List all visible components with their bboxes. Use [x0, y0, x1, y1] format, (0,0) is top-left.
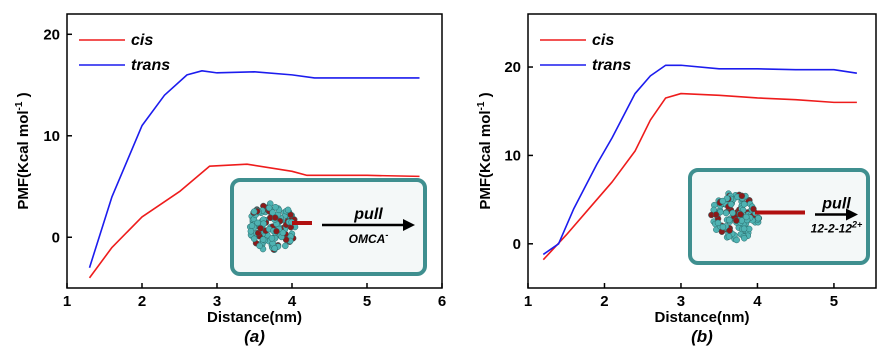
molecule-atom — [725, 233, 733, 240]
y-label-main: PMF(Kcal mol — [15, 110, 32, 209]
molecule-atom — [282, 242, 289, 250]
molecule-atom — [719, 197, 726, 205]
y-tick-label: 10 — [43, 128, 60, 145]
y-axis-label: PMF(Kcal mol-1 ) — [14, 92, 32, 209]
x-axis-label: Distance(nm) — [654, 309, 749, 326]
legend-label: trans — [592, 57, 631, 74]
series-line — [542, 64, 858, 256]
y-label-main: PMF(Kcal mol — [477, 110, 494, 209]
molecule-atom — [725, 216, 733, 224]
molecule-atom — [733, 236, 740, 244]
molecule-atom — [722, 209, 730, 217]
y-label-end: ) — [15, 92, 32, 101]
inset-label-main: 12-2-12 — [811, 222, 853, 236]
series-line — [88, 70, 420, 268]
plot-frame — [66, 13, 443, 289]
legend-label: cis — [592, 32, 614, 49]
molecule-atom — [268, 235, 276, 242]
molecule-atom — [273, 228, 280, 235]
molecule-atom — [726, 227, 733, 234]
y-tick-label: 0 — [52, 229, 60, 246]
x-tick-label: 4 — [753, 293, 762, 310]
molecule-atom — [254, 219, 261, 227]
plot-frame — [527, 13, 877, 289]
x-tick-label: 6 — [438, 293, 446, 310]
x-tick-label: 1 — [63, 293, 71, 310]
molecule-atom — [248, 222, 256, 229]
y-tick-label: 0 — [513, 236, 521, 253]
molecule-atom — [257, 225, 264, 232]
molecule-atom — [256, 242, 263, 250]
molecule-atom — [265, 204, 273, 212]
molecule-atom — [733, 217, 740, 224]
molecule-atom — [755, 214, 762, 222]
molecule-atom — [250, 235, 258, 243]
molecule-atom — [742, 213, 750, 221]
legend-label: trans — [131, 57, 170, 74]
y-tick-label: 20 — [43, 26, 60, 43]
molecule-atom — [737, 211, 744, 218]
caption: (b) — [691, 327, 713, 346]
x-tick-label: 4 — [288, 293, 297, 310]
molecule-atom — [284, 206, 292, 214]
molecule-atom — [714, 219, 722, 227]
y-label-sup: -1 — [476, 101, 487, 110]
y-label-sup: -1 — [14, 101, 25, 110]
molecule-atom — [712, 211, 720, 218]
inset-label: 12-2-122+ — [811, 220, 863, 236]
inset-label-sup: - — [385, 230, 388, 240]
molecule-atom — [719, 223, 727, 231]
x-tick-label: 1 — [524, 293, 532, 310]
y-tick-label: 10 — [504, 147, 521, 164]
series-line — [542, 92, 857, 261]
molecule-atom — [740, 201, 748, 208]
x-tick-label: 2 — [138, 293, 146, 310]
molecule-atom — [250, 208, 258, 215]
y-label-end: ) — [477, 92, 494, 101]
molecule-atom — [271, 245, 278, 252]
inset-label-main: OMCA — [349, 232, 386, 246]
legend-label: cis — [131, 32, 153, 49]
molecule-atom — [738, 217, 746, 224]
x-axis-label: Distance(nm) — [207, 309, 302, 326]
y-tick-label: 20 — [504, 59, 521, 76]
y-axis-label: PMF(Kcal mol-1 ) — [476, 92, 494, 209]
molecule-atom — [727, 201, 735, 208]
inset-action: pull — [821, 196, 851, 213]
x-tick-label: 5 — [830, 293, 838, 310]
x-tick-label: 3 — [677, 293, 685, 310]
x-tick-label: 3 — [213, 293, 221, 310]
molecule-atom — [259, 236, 267, 243]
molecule-atom — [750, 205, 757, 213]
molecule-atom — [271, 214, 279, 221]
molecule-atom — [740, 225, 748, 233]
pull-arrowhead — [403, 219, 415, 231]
inset-label: OMCA- — [349, 230, 389, 246]
x-tick-label: 2 — [600, 293, 608, 310]
inset-frame — [230, 178, 427, 276]
pull-arrowhead — [846, 208, 858, 221]
molecule-atom — [741, 234, 748, 242]
molecule-atom — [738, 192, 746, 200]
molecule-atom — [729, 209, 736, 217]
molecule-atom — [272, 203, 279, 211]
caption: (a) — [244, 327, 265, 346]
x-tick-label: 5 — [363, 293, 371, 310]
inset-label-sup: 2+ — [851, 220, 863, 230]
molecule-atom — [247, 228, 255, 235]
series-line — [88, 163, 420, 279]
inset-action: pull — [353, 206, 383, 223]
